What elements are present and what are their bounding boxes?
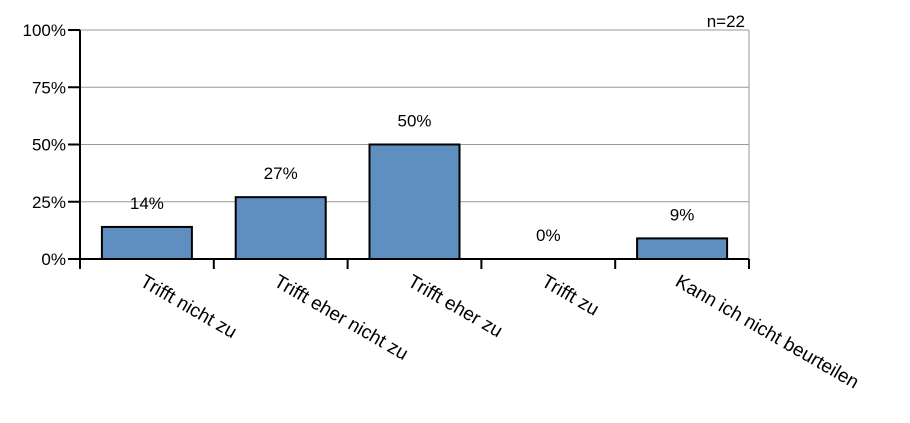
data-label: 27%: [264, 164, 298, 183]
bars: [100, 143, 729, 261]
axes: [68, 29, 750, 269]
x-tick-label: Kann ich nicht beurteilen: [672, 271, 863, 393]
data-label: 9%: [670, 205, 695, 224]
sample-size-label: n=22: [707, 12, 745, 31]
y-tick-label: 75%: [32, 78, 66, 97]
y-tick-label: 0%: [41, 250, 66, 269]
x-tick-label: Trifft eher nicht zu: [270, 271, 411, 365]
data-label: 0%: [536, 226, 561, 245]
x-tick-label: Trifft zu: [538, 271, 602, 320]
x-tick-label: Trifft nicht zu: [136, 271, 240, 343]
x-tick-label: Trifft eher zu: [404, 271, 506, 342]
data-label: 14%: [130, 194, 164, 213]
bar: [636, 237, 729, 260]
y-tick-label: 100%: [23, 21, 66, 40]
y-tick-label: 25%: [32, 193, 66, 212]
bar: [368, 143, 461, 260]
y-tick-label: 50%: [32, 136, 66, 155]
data-label: 50%: [397, 112, 431, 131]
bar: [100, 225, 193, 261]
bar: [234, 196, 327, 260]
